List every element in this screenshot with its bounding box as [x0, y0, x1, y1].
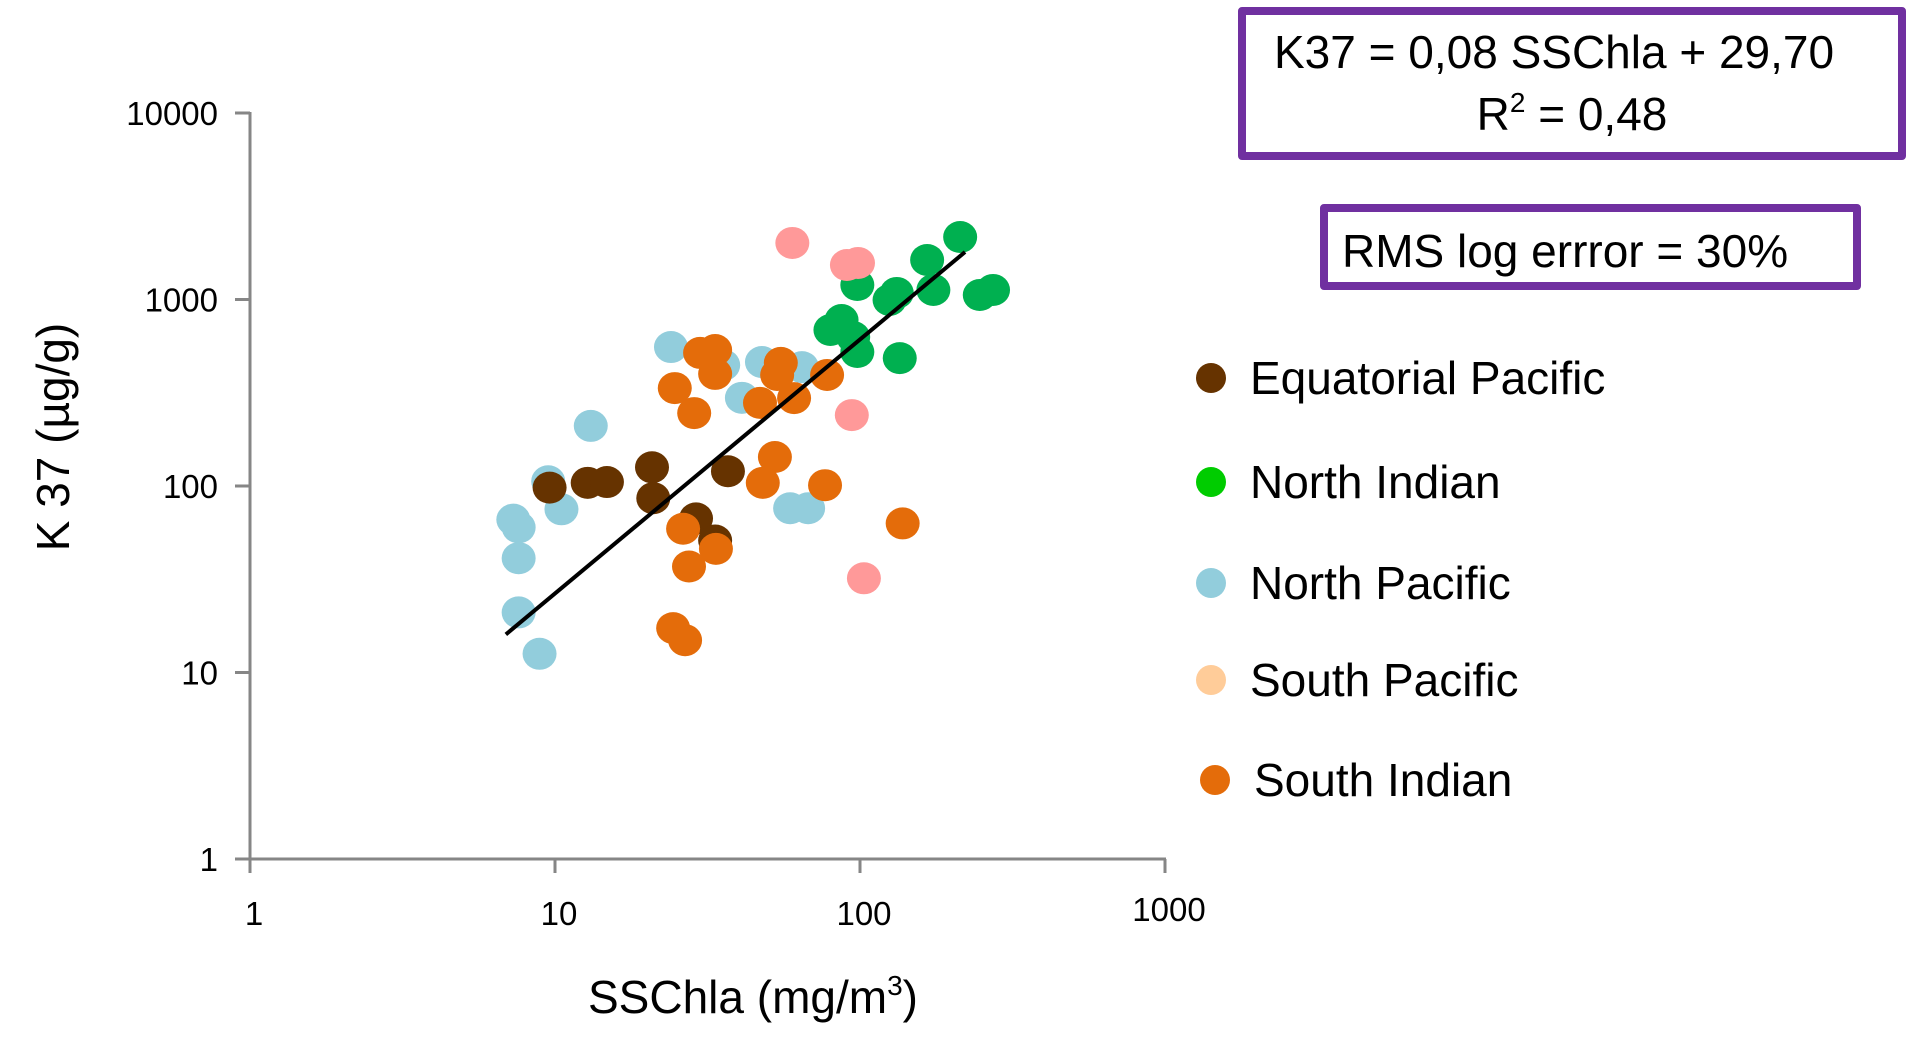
legend-marker-icon [1196, 467, 1226, 497]
legend-marker-icon [1196, 568, 1226, 598]
legend-item-south-indian: South Indian [1200, 752, 1512, 808]
x-tick-label: 1 [245, 895, 263, 932]
x-axis-title-main: SSChla (mg/m [588, 971, 887, 1023]
legend-label: South Pacific [1250, 654, 1519, 706]
legend-item-south-pacific: South Pacific [1196, 652, 1518, 708]
y-tick-label: 1 [200, 841, 218, 878]
data-point [757, 441, 792, 474]
data-point [501, 542, 536, 575]
data-point [635, 451, 670, 484]
regression-line [504, 250, 967, 636]
data-point [698, 532, 733, 565]
legend-label: Equatorial Pacific [1250, 352, 1606, 404]
x-tick-label: 1000 [1132, 891, 1205, 928]
legend-label: North Pacific [1250, 557, 1511, 609]
x-axis-title-sup: 3 [887, 970, 903, 1001]
legend-label: North Indian [1250, 456, 1501, 508]
legend-marker-icon [1200, 765, 1230, 795]
data-point [589, 466, 624, 499]
data-point [657, 372, 692, 405]
legend-marker-icon [1196, 665, 1226, 695]
data-point [677, 397, 712, 430]
series-north-indian [813, 221, 1011, 375]
data-point [745, 466, 780, 499]
data-point [916, 273, 951, 306]
y-tick-label: 10000 [126, 95, 218, 132]
data-point [910, 243, 945, 276]
data-point [808, 469, 843, 502]
data-point [671, 550, 706, 583]
r-squared: R2 = 0,48 [1246, 87, 1898, 141]
r-squared-prefix: R [1476, 88, 1510, 140]
x-tick-label: 100 [836, 895, 891, 932]
data-point [791, 492, 826, 525]
data-point [777, 382, 812, 415]
rms-error-text: RMS log errror = 30% [1342, 225, 1789, 277]
legend-label: South Indian [1254, 754, 1513, 806]
data-point [653, 331, 688, 364]
data-point [666, 512, 701, 545]
data-point [760, 358, 795, 391]
data-points [496, 221, 1011, 670]
x-axis-title-end: ) [903, 971, 918, 1023]
axes: 1 10 100 1000 10000 1 10 100 1000 [126, 95, 1205, 932]
y-tick-label: 100 [163, 468, 218, 505]
legend-item-equatorial-pacific: Equatorial Pacific [1196, 350, 1605, 406]
y-axis-title: K 37 (µg/g) [27, 323, 79, 552]
data-point [501, 511, 536, 544]
data-point [976, 273, 1011, 306]
data-point [943, 221, 978, 254]
data-point [885, 507, 920, 540]
data-point [834, 399, 869, 432]
data-point [532, 471, 567, 504]
legend-item-north-indian: North Indian [1196, 454, 1501, 510]
legend-marker-icon [1196, 363, 1226, 393]
data-point [698, 357, 733, 390]
legend-item-north-pacific: North Pacific [1196, 555, 1511, 611]
regression-equation: K37 = 0,08 SSChla + 29,70 [1274, 26, 1835, 78]
data-point [882, 342, 917, 375]
data-point [742, 386, 777, 419]
data-point [668, 624, 703, 657]
data-point [840, 246, 875, 279]
data-point [775, 226, 810, 259]
series-south-pacific [775, 226, 881, 595]
y-ticks: 1 10 100 1000 10000 [126, 95, 250, 878]
data-point [810, 358, 845, 391]
data-point [879, 276, 914, 309]
y-tick-label: 1000 [145, 282, 218, 319]
data-point [573, 409, 608, 442]
y-tick-label: 10 [181, 655, 218, 692]
r-squared-value: = 0,48 [1525, 88, 1668, 140]
data-point [846, 562, 881, 595]
data-point [710, 455, 745, 488]
r-squared-sup: 2 [1509, 87, 1526, 118]
equation-box: K37 = 0,08 SSChla + 29,70 R2 = 0,48 [1238, 7, 1906, 160]
data-point [501, 596, 536, 629]
series-south-indian [656, 334, 920, 657]
x-ticks: 1 10 100 1000 [245, 859, 1206, 932]
data-point [698, 334, 733, 367]
data-point [840, 335, 875, 368]
data-point [522, 637, 557, 670]
x-tick-label: 10 [541, 895, 578, 932]
x-axis-title: SSChla (mg/m3) [588, 970, 918, 1023]
rms-error-box: RMS log errror = 30% [1320, 204, 1861, 290]
